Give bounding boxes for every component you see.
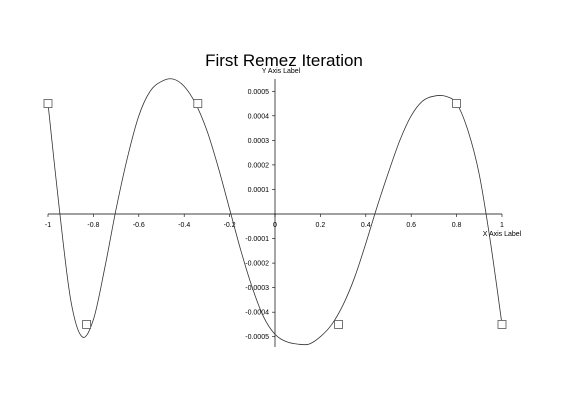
marker-square [452, 99, 462, 108]
x-tick-label: 0.6 [406, 222, 416, 229]
x-tick-label: 0.4 [361, 222, 371, 229]
marker-square [193, 99, 203, 108]
marker-square [334, 320, 343, 329]
data-markers [43, 99, 507, 329]
x-tick-label: -0.6 [133, 222, 145, 229]
x-tick-label: -0.8 [87, 222, 99, 229]
marker-square [43, 99, 53, 108]
marker-square [497, 320, 507, 329]
x-tick-label: -1 [45, 222, 51, 229]
y-ticks: -0.0005 -0.0004 -0.0003 -0.0002 -0.0001 0.000… [245, 89, 275, 341]
x-tick-label: 0 [273, 222, 277, 229]
x-tick-label: -0.2 [224, 222, 236, 229]
y-tick-label: -0.0003 [245, 285, 269, 292]
y-tick-label: 0.0005 [248, 89, 270, 96]
series-line [47, 78, 503, 346]
x-tick-label: -0.4 [178, 222, 190, 229]
x-axis-label: X Axis Label [483, 231, 522, 238]
y-tick-label: 0.0004 [248, 113, 270, 120]
y-tick-label: -0.0002 [245, 261, 269, 268]
x-tick-label: 1 [500, 222, 504, 229]
y-tick-label: 0.0003 [248, 138, 270, 145]
y-tick-label: -0.0004 [245, 310, 269, 317]
chart-title: First Remez Iteration [205, 51, 363, 70]
x-tick-label: 0.2 [316, 222, 326, 229]
x-tick-label: 0.8 [452, 222, 462, 229]
y-tick-label: -0.0005 [245, 334, 269, 341]
y-tick-label: 0.0001 [248, 187, 270, 194]
marker-square [82, 320, 91, 329]
y-tick-label: 0.0002 [248, 162, 270, 169]
y-axis-label: Y Axis Label [262, 68, 301, 75]
y-tick-label: -0.0001 [245, 236, 269, 243]
x-ticks: -1 -0.8 -0.6 -0.4 -0.2 0 0.2 0.4 0.6 0.8 1 [45, 214, 504, 229]
